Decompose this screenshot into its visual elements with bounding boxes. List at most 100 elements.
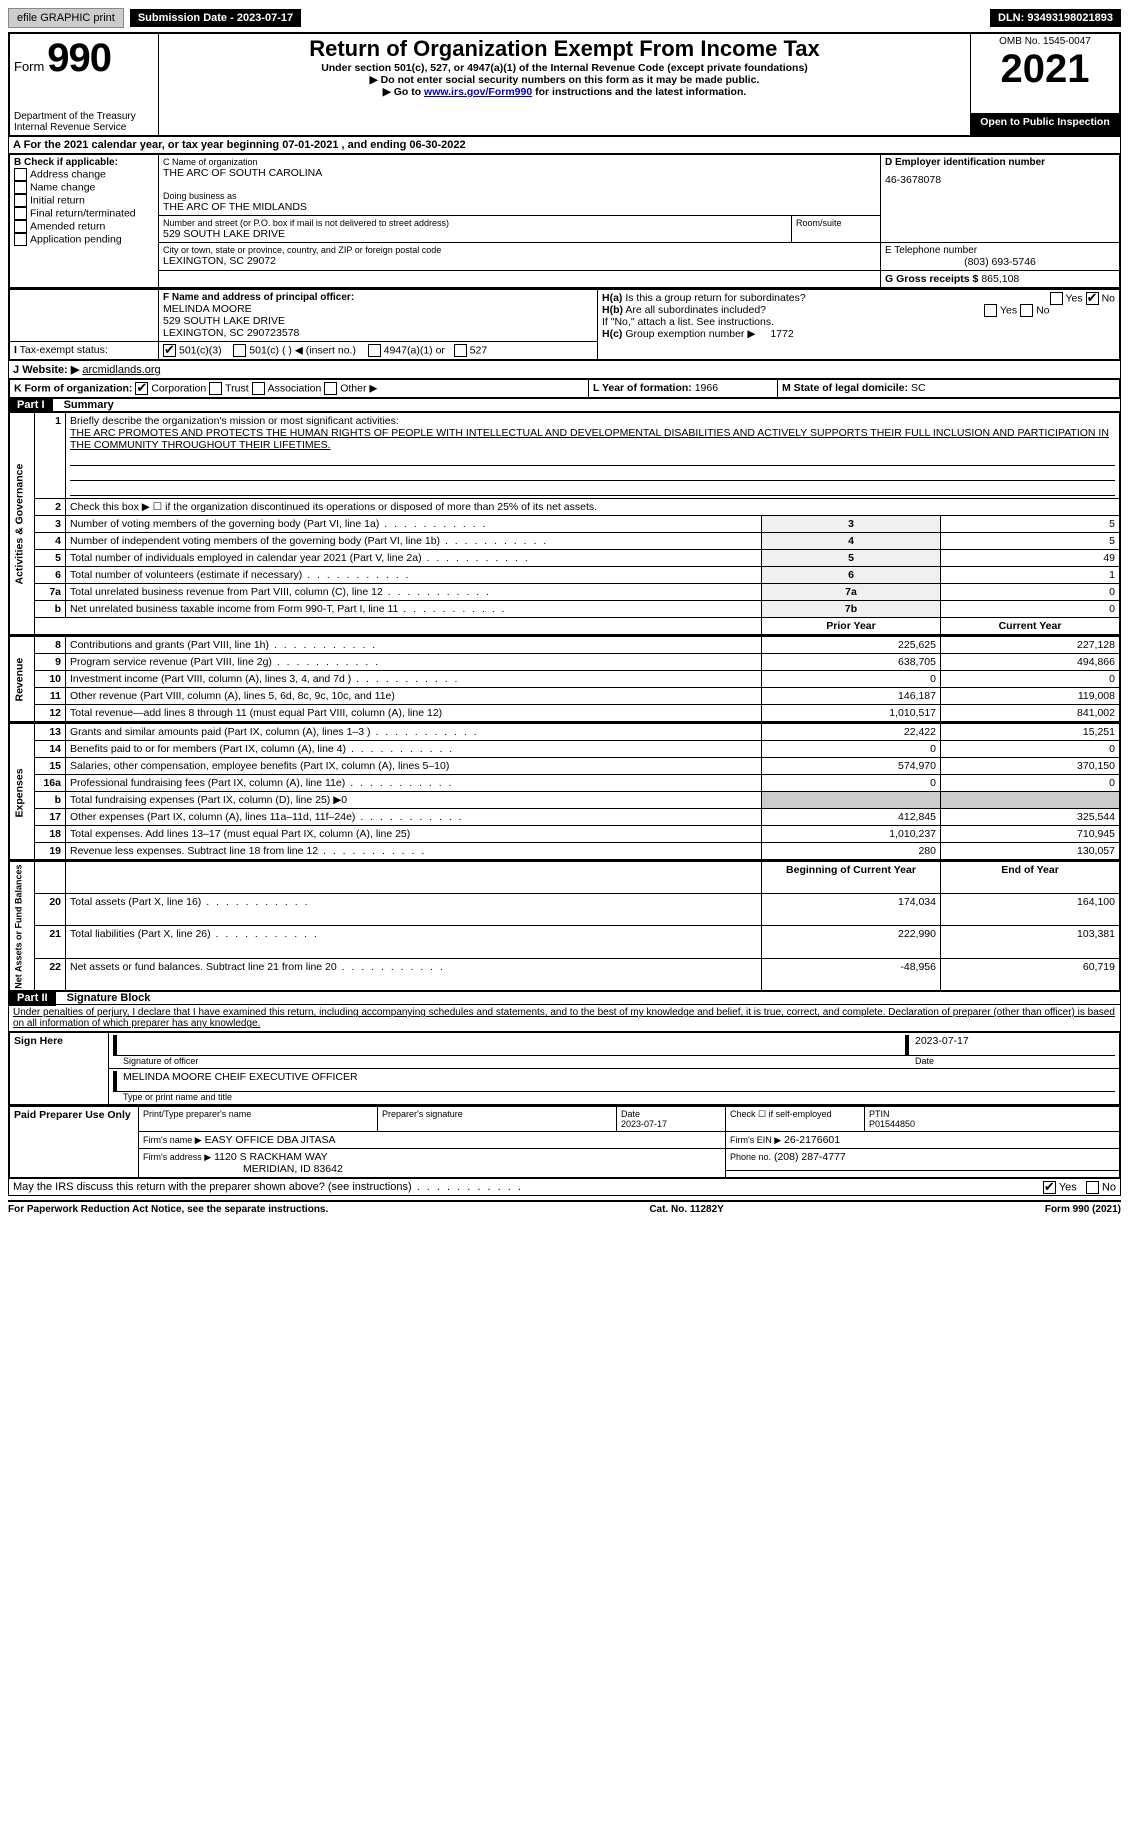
entity-info-block: B Check if applicable: Address change Na… [8, 154, 1121, 289]
check-527[interactable] [454, 344, 467, 357]
check-other[interactable] [324, 382, 337, 395]
sign-here-label: Sign Here [9, 1033, 109, 1106]
irs-form990-link[interactable]: www.irs.gov/Form990 [424, 86, 532, 98]
hb-no[interactable] [1020, 304, 1033, 317]
part1-net-assets: Net Assets or Fund Balances Beginning of… [8, 861, 1121, 992]
box-c-name-label: C Name of organization [163, 157, 876, 167]
hc-value: 1772 [770, 328, 793, 340]
check-trust[interactable] [209, 382, 222, 395]
col-begin-year: Beginning of Current Year [762, 862, 941, 894]
sig-date: 2023-07-17 [905, 1035, 1115, 1056]
check-amended-return[interactable] [14, 220, 27, 233]
part2-label: Part II [9, 990, 56, 1006]
irs-label: Internal Revenue Service [14, 122, 154, 133]
open-public-inspection: Open to Public Inspection [971, 113, 1121, 136]
part1-revenue: Revenue 8Contributions and grants (Part … [8, 636, 1121, 723]
dba-value: THE ARC OF THE MIDLANDS [163, 201, 876, 213]
box-e-label: E Telephone number [885, 245, 1115, 256]
page-footer: For Paperwork Reduction Act Notice, see … [8, 1200, 1121, 1215]
ptin-value: P01544850 [869, 1119, 915, 1129]
part1-governance: Activities & Governance 1 Briefly descri… [8, 412, 1121, 636]
state-domicile: SC [911, 382, 926, 394]
discuss-no[interactable] [1086, 1181, 1099, 1194]
check-corporation[interactable] [135, 382, 148, 395]
form-word: Form [14, 59, 44, 74]
hb-note: If "No," attach a list. See instructions… [602, 316, 1115, 328]
gov-row: 3Number of voting members of the governi… [9, 516, 1120, 533]
officer-street: 529 SOUTH LAKE DRIVE [163, 315, 593, 327]
sig-officer-label: Signature of officer [113, 1056, 915, 1066]
line1-label: Briefly describe the organization's miss… [70, 415, 399, 427]
perjury-text: Under penalties of perjury, I declare th… [8, 1005, 1121, 1032]
check-association[interactable] [252, 382, 265, 395]
part1-title: Summary [56, 399, 114, 411]
side-governance: Activities & Governance [9, 413, 35, 636]
year-formation: 1966 [695, 382, 718, 394]
side-revenue: Revenue [9, 637, 35, 723]
sig-date-label: Date [915, 1056, 1115, 1066]
check-name-change[interactable] [14, 181, 27, 194]
room-label: Room/suite [796, 218, 876, 228]
box-f-label: F Name and address of principal officer: [163, 292, 593, 303]
discuss-yes[interactable] [1043, 1181, 1056, 1194]
check-501c[interactable] [233, 344, 246, 357]
paid-preparer-label: Paid Preparer Use Only [9, 1107, 139, 1179]
ha-label: H(a) [602, 292, 622, 304]
website-value: arcmidlands.org [82, 364, 160, 376]
top-bar: efile GRAPHIC print Submission Date - 20… [8, 8, 1121, 28]
form-note-ssn: Do not enter social security numbers on … [163, 74, 966, 86]
ha-yes[interactable] [1050, 292, 1063, 305]
city-value: LEXINGTON, SC 29072 [163, 255, 876, 267]
line-j-label: Website: ▶ [22, 364, 79, 376]
goto-label: Go to [383, 86, 424, 98]
hb-label: H(b) [602, 304, 623, 316]
hb-yes[interactable] [984, 304, 997, 317]
hc-label: H(c) [602, 328, 622, 340]
firm-phone: (208) 287-4777 [774, 1151, 846, 1163]
dept-treasury: Department of the Treasury [14, 111, 154, 122]
tax-year: 2021 [975, 47, 1115, 92]
part1-expenses: Expenses 13Grants and similar amounts pa… [8, 723, 1121, 861]
side-expenses: Expenses [9, 724, 35, 861]
street-label: Number and street (or P.O. box if mail i… [163, 218, 787, 228]
discuss-text: May the IRS discuss this return with the… [13, 1181, 523, 1193]
line-k-label: K Form of organization: [14, 382, 132, 394]
efile-print-button[interactable]: efile GRAPHIC print [8, 8, 124, 28]
check-self-employed: Check ☐ if self-employed [726, 1107, 865, 1132]
hb-text: Are all subordinates included? [625, 304, 766, 316]
check-501c3[interactable] [163, 344, 176, 357]
form-header: Form 990 Department of the Treasury Inte… [8, 32, 1121, 137]
check-initial-return[interactable] [14, 194, 27, 207]
dln: DLN: 93493198021893 [990, 9, 1121, 27]
type-name-label: Type or print name and title [113, 1092, 1115, 1102]
gov-row: 4Number of independent voting members of… [9, 533, 1120, 550]
goto-suffix: for instructions and the latest informat… [535, 86, 746, 98]
paid-preparer-block: Paid Preparer Use Only Print/Type prepar… [8, 1106, 1121, 1179]
form-number: 990 [47, 36, 111, 80]
line-m-label: M State of legal domicile: [782, 382, 908, 394]
footer-right: Form 990 (2021) [1045, 1204, 1121, 1215]
box-b-label: B Check if applicable: [14, 157, 154, 168]
ein-value: 46-3678078 [885, 174, 1115, 186]
firm-ein: 26-2176601 [784, 1134, 840, 1146]
col-end-year: End of Year [941, 862, 1121, 894]
line-a-tax-year: A For the 2021 calendar year, or tax yea… [8, 137, 1121, 154]
col-prior-year: Prior Year [762, 618, 941, 636]
box-g-label: G Gross receipts $ [885, 273, 978, 285]
footer-left: For Paperwork Reduction Act Notice, see … [8, 1204, 328, 1215]
check-4947[interactable] [368, 344, 381, 357]
gov-row: 7aTotal unrelated business revenue from … [9, 584, 1120, 601]
check-final-return[interactable] [14, 207, 27, 220]
officer-name-title: MELINDA MOORE CHEIF EXECUTIVE OFFICER [113, 1071, 1115, 1092]
dba-label: Doing business as [163, 191, 876, 201]
form-title: Return of Organization Exempt From Incom… [163, 36, 966, 62]
sign-here-block: Sign Here 2023-07-17 Signature of office… [8, 1032, 1121, 1106]
check-application-pending[interactable] [14, 233, 27, 246]
prep-sig-label: Preparer's signature [378, 1107, 617, 1132]
check-address-change[interactable] [14, 168, 27, 181]
form-subtitle: Under section 501(c), 527, or 4947(a)(1)… [163, 62, 966, 74]
ha-no[interactable] [1086, 292, 1099, 305]
print-name-label: Print/Type preparer's name [139, 1107, 378, 1132]
officer-name: MELINDA MOORE [163, 303, 593, 315]
firm-addr2: MERIDIAN, ID 83642 [243, 1163, 343, 1175]
